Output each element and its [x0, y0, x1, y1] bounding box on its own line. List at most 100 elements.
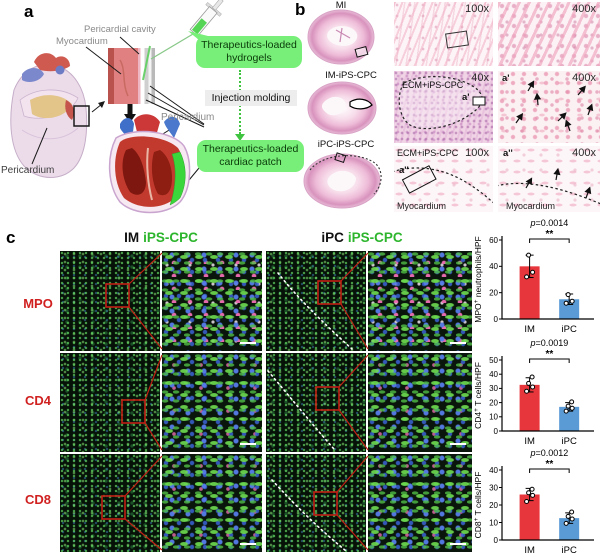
heart-section-im: [307, 81, 377, 135]
chart-cd8-tcells: p=0.0012 ** 0 10 20 30 40 IM iPC CD8+ T cells/HPF: [472, 446, 600, 556]
inset-annotation: [101, 455, 163, 551]
hydrogel-bubble: Therapeutics-loaded hydrogels: [196, 36, 302, 69]
chart-mpo-neutrophils: p=0.0014 ** 0 20 40 60 IM iPC MPO+ neutrophils/H…: [472, 216, 600, 335]
column-header-im: IM iPS-CPC: [96, 230, 226, 245]
svg-text:**: **: [545, 349, 553, 360]
panel-a-diagram: [10, 0, 224, 214]
micrograph-ecm-40x: ECM+iPS-CPC 40x a': [394, 71, 493, 143]
svg-text:**: **: [545, 459, 553, 470]
magnification-label: 100x: [465, 147, 489, 159]
svg-text:iPC: iPC: [562, 324, 577, 335]
svg-text:10: 10: [489, 518, 498, 527]
if-overview-mpo-ipc: [266, 251, 366, 351]
pericardium-left-label: Pericardium: [1, 165, 55, 176]
inset-marker: a': [502, 73, 510, 84]
svg-text:iPC: iPC: [562, 436, 577, 447]
svg-text:p=0.0012: p=0.0012: [529, 448, 568, 458]
inset-box: [401, 165, 437, 194]
inset-annotation: [121, 354, 163, 451]
header-suffix: iPS-CPC: [143, 230, 198, 245]
row-label-cd4: CD4: [24, 393, 51, 408]
svg-text:MPO+ neutrophils/HPF: MPO+ neutrophils/HPF: [473, 236, 483, 322]
zoom-box: [73, 105, 90, 127]
inset-box: [445, 30, 469, 49]
zoom-arrow-icon: [98, 101, 105, 108]
heart-section-mi: [307, 9, 375, 65]
inset-marker: a'': [503, 148, 513, 159]
row-label-mpo: MPO: [23, 296, 53, 311]
svg-text:CD8+ T cells/HPF: CD8+ T cells/HPF: [473, 472, 483, 539]
heart-section-ipc: [303, 152, 382, 209]
inset-annotation: [315, 354, 369, 451]
svg-text:IM: IM: [524, 436, 535, 447]
if-group-cd8-im: [60, 454, 262, 552]
scale-bar: [450, 341, 466, 344]
panel-c-letter: c: [6, 228, 16, 247]
if-group-cd4-ipc: [266, 353, 472, 452]
svg-text:50: 50: [489, 356, 498, 365]
inset-box: [354, 45, 369, 58]
region-label: ECM+iPS-CPC: [397, 148, 459, 158]
svg-text:30: 30: [489, 384, 498, 393]
svg-text:0: 0: [494, 427, 499, 436]
pericardium-right-label: Pericardium: [161, 112, 215, 123]
magnification-label: 400x: [572, 72, 596, 84]
boundary-dashed: [394, 167, 493, 204]
if-group-cd8-ipc: [266, 454, 472, 552]
if-zoom-cd8-im: [162, 454, 262, 552]
panel-a-letter: a: [24, 2, 34, 21]
magnification-label: 400x: [572, 147, 596, 159]
scale-bar: [450, 442, 466, 445]
if-zoom-cd4-ipc: [368, 353, 472, 452]
infarct-border-dotted: [277, 272, 353, 350]
header-suffix: iPS-CPC: [347, 230, 403, 245]
process-arrow-head-icon: [235, 134, 245, 141]
magnification-label: 400x: [572, 3, 596, 15]
if-zoom-mpo-ipc: [368, 251, 472, 351]
if-overview-cd8-ipc: [266, 454, 366, 552]
myocardium-label: Myocardium: [56, 36, 108, 47]
if-zoom-cd4-im: [162, 353, 262, 452]
cell-arrows: [515, 80, 594, 132]
section-label-mi: MI: [335, 0, 347, 11]
svg-text:p=0.0019: p=0.0019: [529, 338, 568, 348]
if-group-cd4-im: [60, 353, 262, 452]
micrograph-ecm-400x-2: a'' 400x Myocardium: [498, 146, 600, 212]
scale-bar: [450, 542, 466, 545]
svg-text:iPC: iPC: [562, 545, 577, 556]
svg-text:CD4+ T cells/HPF: CD4+ T cells/HPF: [473, 362, 483, 429]
inset-marker: a'': [399, 165, 409, 176]
cell-arrows: [525, 167, 592, 199]
inset-box: [472, 96, 486, 106]
section-label-im: IM-iPS-CPC: [325, 70, 377, 81]
svg-text:0: 0: [494, 536, 499, 545]
svg-text:20: 20: [489, 288, 498, 297]
syringe-icon: [150, 0, 224, 60]
boundary-dashed: [498, 182, 600, 205]
if-overview-cd8-im: [60, 454, 160, 552]
svg-text:IM: IM: [524, 324, 535, 335]
inset-annotation: [317, 252, 369, 350]
micrograph-mi-100x: 100x: [394, 2, 493, 66]
svg-text:0: 0: [494, 315, 499, 324]
column-header-ipc: iPC iPS-CPC: [297, 230, 427, 245]
header-prefix: iPC: [321, 230, 344, 245]
panel-b-letter: b: [295, 0, 306, 19]
if-overview-mpo-im: [60, 251, 160, 351]
micrograph-mi-400x: 400x: [498, 2, 600, 66]
infarct-border-dotted: [271, 479, 347, 552]
chart-cd4-tcells: p=0.0019 ** 0 10 20 30 40 50 IM iPC CD4+ T cells/H…: [472, 336, 600, 447]
inset-annotation: [105, 252, 163, 350]
if-group-mpo-ipc: [266, 251, 472, 351]
patch-bubble: Therapeutics-loaded cardiac patch: [197, 140, 304, 173]
svg-text:p=0.0014: p=0.0014: [529, 218, 568, 228]
region-label: ECM+iPS-CPC: [402, 80, 464, 90]
svg-text:**: **: [545, 229, 553, 240]
row-label-cd8: CD8: [24, 492, 51, 507]
header-prefix: IM: [124, 230, 140, 245]
svg-text:20: 20: [489, 501, 498, 510]
infarct-border-dotted: [267, 370, 335, 450]
scale-bar: [240, 341, 256, 344]
svg-text:60: 60: [489, 236, 498, 245]
inset-annotation: [313, 455, 369, 551]
